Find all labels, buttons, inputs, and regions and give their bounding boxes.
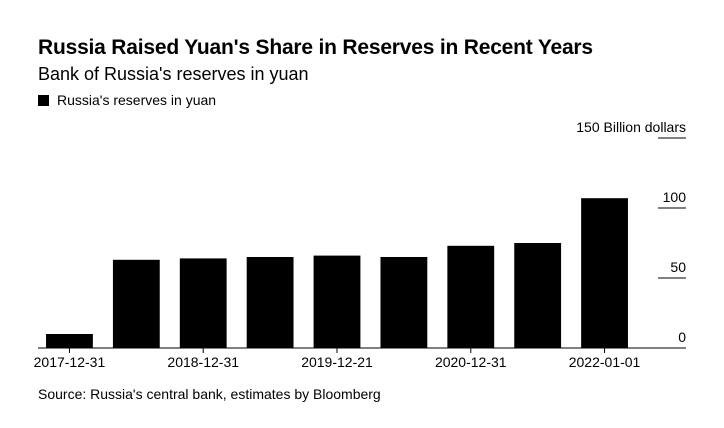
chart-title: Russia Raised Yuan's Share in Reserves i…	[38, 36, 593, 59]
y-tick-label: 150 Billion dollars	[576, 119, 686, 135]
x-tick-label: 2017-12-31	[34, 354, 106, 370]
bar	[246, 257, 294, 348]
x-tick-label: 2019-12-21	[301, 354, 373, 370]
bar	[179, 258, 227, 348]
x-tick-label: 2020-12-31	[435, 354, 507, 370]
bar	[514, 243, 562, 348]
bar	[380, 257, 428, 348]
legend: Russia's reserves in yuan	[38, 92, 216, 108]
x-tick-label: 2022-01-01	[569, 354, 641, 370]
legend-label: Russia's reserves in yuan	[57, 92, 217, 108]
bar	[581, 198, 628, 348]
bar	[46, 334, 93, 348]
y-tick-label: 0	[678, 329, 686, 345]
bar	[112, 259, 160, 348]
legend-swatch	[38, 94, 49, 106]
chart-subtitle: Bank of Russia's reserves in yuan	[38, 64, 309, 84]
bar	[447, 245, 495, 348]
source-note: Source: Russia's central bank, estimates…	[38, 386, 381, 402]
y-tick-label: 50	[670, 259, 686, 275]
y-tick-label: 100	[663, 189, 687, 205]
bar	[313, 255, 361, 348]
x-tick-label: 2018-12-31	[167, 354, 239, 370]
